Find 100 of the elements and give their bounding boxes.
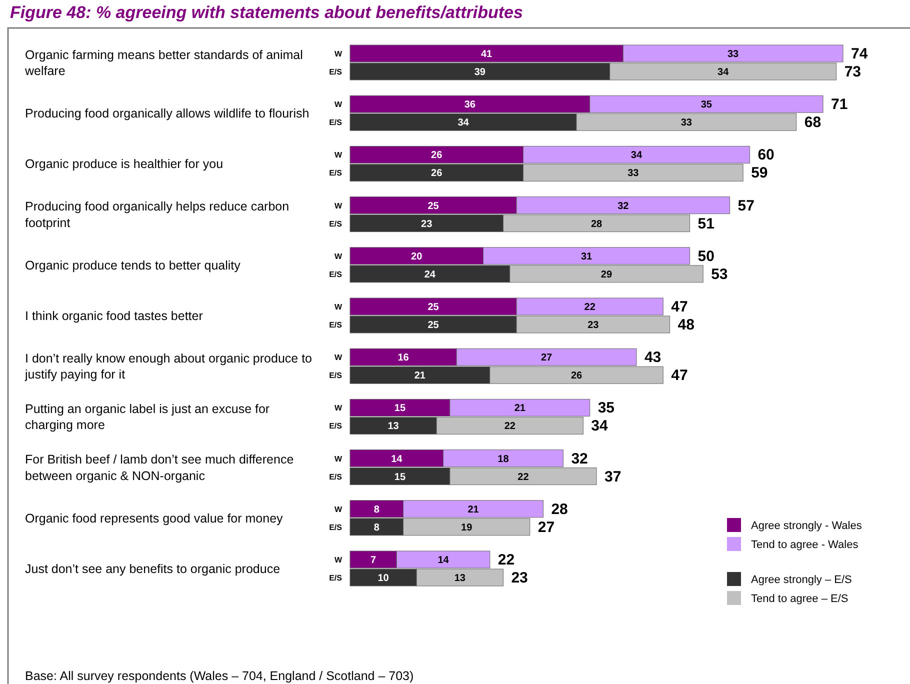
text: Organic farming means better standards of animal welfare [24, 48, 303, 78]
y-tick-label: E/S [329, 68, 343, 76]
y-tick-label: W [334, 252, 342, 261]
data-label: 13 [388, 421, 400, 432]
data-label: 22 [518, 472, 530, 483]
total-label: 48 [678, 316, 694, 334]
y-tick-label: E/S [329, 320, 343, 330]
y-tick-label: W [334, 201, 342, 210]
data-label: 19 [461, 522, 473, 534]
data-label: 8 [374, 522, 380, 534]
data-label: 15 [394, 472, 406, 483]
legend-label: Tend to agree - Wales [751, 539, 859, 551]
total-label: 34 [591, 418, 609, 435]
data-label: 14 [391, 454, 403, 465]
total-label: 47 [671, 367, 688, 384]
data-label: 25 [428, 320, 440, 331]
text: Organic produce tends to better quality [25, 258, 242, 272]
data-label: 34 [458, 118, 470, 129]
total-label: 71 [831, 96, 848, 114]
text: Producing food organically helps reduce carbon footprint [25, 200, 290, 230]
y-tick-label: E/S [329, 219, 343, 228]
data-label: 25 [428, 302, 440, 313]
total-label: 23 [511, 570, 528, 586]
y-tick-label: E/S [329, 371, 343, 380]
data-label: 22 [584, 302, 596, 313]
total-label: 28 [551, 500, 568, 518]
total-label: 35 [598, 400, 615, 417]
y-tick-label: W [334, 302, 342, 312]
y-tick-label: E/S [329, 472, 343, 482]
text: Putting an organic label is just an excuse for charging more [25, 402, 270, 432]
data-label: 32 [618, 200, 630, 212]
total-label: 27 [538, 518, 555, 536]
text: Just don’t see any benefits to organic produce [25, 562, 280, 576]
data-label: 24 [424, 269, 436, 280]
data-label: 25 [428, 200, 440, 212]
data-label: 22 [504, 421, 516, 432]
y-tick-label: W [334, 454, 342, 464]
text: Base: All survey respondents (Wales – 704, England / Scotland – 703) [25, 669, 414, 683]
data-label: 27 [540, 352, 553, 364]
y-tick-label: W [334, 404, 342, 413]
legend-label: Agree strongly - Wales [751, 520, 862, 532]
y-tick-label: W [334, 100, 342, 110]
total-label: 74 [851, 46, 868, 62]
data-label: 21 [468, 504, 480, 516]
data-label: 20 [411, 251, 423, 262]
y-tick-label: E/S [329, 118, 343, 128]
data-label: 26 [570, 370, 583, 382]
data-label: 8 [374, 504, 380, 516]
total-label: 47 [671, 298, 688, 316]
y-tick-label: W [334, 353, 342, 362]
chart-title: Figure 48: % agreeing with statements about benefits/attributes [10, 3, 523, 22]
text: I don’t really know enough about organic produce to justify paying for it [24, 351, 312, 382]
data-label: 13 [454, 573, 466, 584]
total-label: 53 [711, 266, 728, 283]
data-label: 41 [481, 49, 493, 60]
data-label: 21 [414, 370, 426, 382]
y-tick-label: W [334, 50, 342, 58]
data-label: 29 [600, 269, 612, 280]
data-label: 16 [398, 352, 410, 364]
data-label: 15 [394, 403, 406, 414]
data-label: 33 [680, 118, 692, 129]
legend-label: Agree strongly – E/S [751, 574, 852, 586]
data-label: 26 [431, 150, 443, 162]
text: Organic food represents good value for money [25, 511, 284, 526]
y-tick-label: E/S [329, 574, 343, 582]
data-label: 34 [630, 150, 642, 162]
total-label: 22 [498, 552, 515, 568]
data-label: 35 [700, 100, 712, 111]
y-tick-label: E/S [329, 522, 343, 532]
text: Producing food organically allows wildlife to flourish [25, 106, 310, 120]
data-label: 23 [421, 218, 433, 230]
y-tick-label: E/S [329, 422, 343, 431]
total-label: 60 [758, 146, 774, 164]
total-label: 37 [604, 468, 622, 486]
total-label: 73 [844, 64, 862, 80]
data-label: 33 [728, 49, 740, 60]
data-label: 21 [514, 403, 526, 414]
data-label: 23 [588, 320, 600, 331]
total-label: 59 [751, 164, 768, 182]
total-label: 32 [571, 450, 588, 468]
y-tick-label: W [334, 504, 342, 514]
y-tick-label: W [334, 556, 342, 564]
data-label: 10 [378, 573, 390, 584]
total-label: 57 [738, 197, 754, 214]
data-label: 34 [718, 67, 730, 78]
total-label: 43 [644, 349, 662, 366]
data-label: 36 [464, 100, 476, 111]
data-label: 31 [580, 251, 593, 262]
text: For British beef / lamb don’t see much difference between organic & NON-organic [25, 452, 294, 483]
text: Organic produce is healthier for you [25, 157, 224, 172]
legend-label: Tend to agree – E/S [751, 593, 848, 605]
data-label: 7 [370, 555, 377, 566]
y-tick-label: W [334, 150, 342, 160]
total-label: 68 [804, 114, 822, 132]
data-label: 28 [590, 218, 602, 230]
data-label: 18 [498, 454, 510, 465]
total-label: 51 [698, 215, 714, 232]
data-label: 39 [474, 67, 486, 78]
data-label: 33 [628, 168, 640, 180]
data-label: 26 [431, 168, 443, 180]
